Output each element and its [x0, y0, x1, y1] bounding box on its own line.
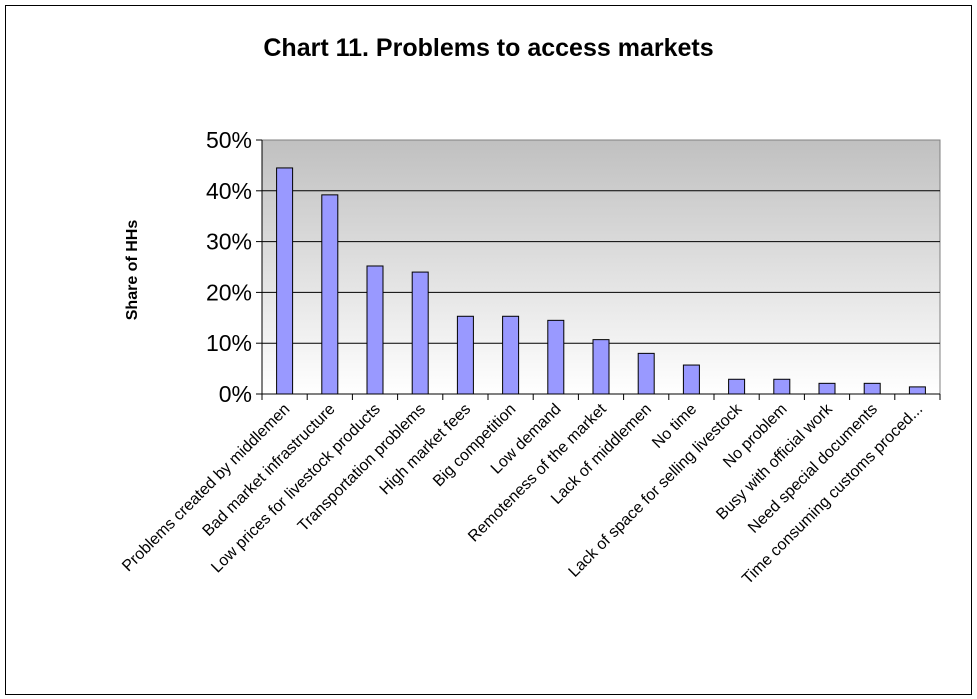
bar	[276, 167, 294, 395]
x-tick-label: Low prices for livestock products	[208, 401, 384, 577]
bar	[366, 265, 384, 395]
y-tick-label: 10%	[206, 330, 252, 356]
chart-title: Chart 11. Problems to access markets	[263, 34, 714, 62]
y-tick-label: 20%	[206, 279, 252, 305]
axes	[261, 140, 941, 400]
bar	[728, 378, 746, 395]
y-tick-label: 50%	[206, 127, 252, 153]
y-tick-label: 40%	[206, 178, 252, 204]
x-tick-label: Big competition	[430, 401, 519, 490]
y-tick-label: 0%	[219, 381, 252, 407]
bar	[411, 271, 429, 395]
bar	[773, 378, 791, 395]
bar	[863, 382, 881, 395]
bar	[637, 352, 655, 395]
bar	[456, 315, 474, 395]
y-tick-labels: 0% 10% 20% 30% 40% 50%	[206, 127, 252, 407]
bar	[592, 339, 610, 395]
bar	[547, 319, 565, 395]
x-tick-label: Problems created by middlemen	[119, 401, 293, 575]
bar	[682, 364, 700, 395]
bar	[908, 386, 926, 395]
bar	[502, 315, 520, 395]
bars	[276, 167, 926, 395]
y-tick-label: 30%	[206, 229, 252, 255]
bar	[818, 382, 836, 395]
bar	[321, 194, 339, 395]
